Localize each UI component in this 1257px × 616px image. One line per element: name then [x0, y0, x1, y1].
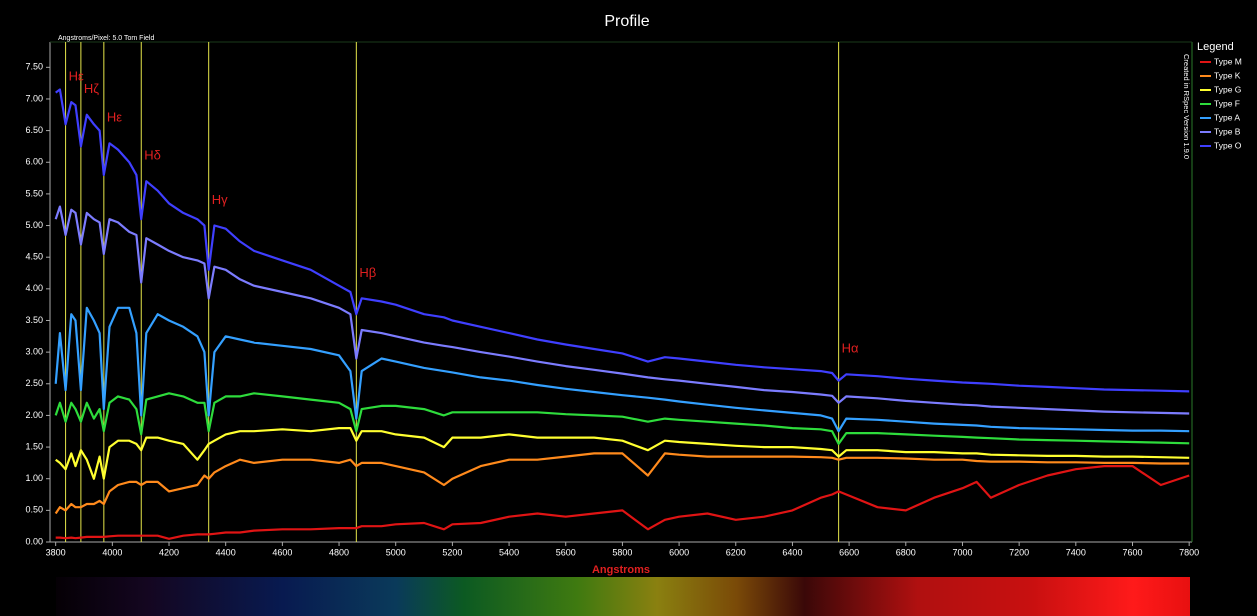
legend-label: Type M: [1214, 56, 1242, 66]
series-line: [54, 205, 1190, 415]
spectrum-strip: [56, 577, 1190, 616]
legend-label: Type B: [1214, 126, 1241, 136]
x-tick-label: 6200: [726, 547, 746, 557]
x-tick-label: 7600: [1122, 547, 1142, 557]
x-tick-label: 5800: [612, 547, 632, 557]
line-label: Hε: [69, 69, 84, 84]
x-tick-label: 7200: [1009, 547, 1029, 557]
x-tick-label: 7800: [1179, 547, 1199, 557]
x-tick-label: 4200: [159, 547, 179, 557]
y-tick-label: 2.00: [25, 410, 43, 420]
x-tick-label: 6000: [669, 547, 689, 557]
line-label: Hβ: [359, 265, 376, 280]
x-tick-label: 4400: [216, 547, 236, 557]
x-tick-label: 5400: [499, 547, 519, 557]
subtitle: Angstroms/Pixel: 5.0 Tom Field: [58, 35, 154, 42]
line-label: Hδ: [144, 148, 161, 163]
y-tick-label: 7.00: [25, 93, 43, 103]
y-tick-label: 3.00: [25, 347, 43, 357]
x-tick-label: 5200: [442, 547, 462, 557]
x-tick-label: 7400: [1066, 547, 1086, 557]
series-line: [55, 427, 1190, 480]
x-tick-label: 3800: [46, 547, 66, 557]
x-tick-label: 6400: [782, 547, 802, 557]
y-tick-label: 6.00: [25, 157, 43, 167]
line-label: Hζ: [84, 81, 99, 96]
y-tick-label: 4.00: [25, 283, 43, 293]
x-tick-label: 6600: [839, 547, 859, 557]
y-tick-label: 5.50: [25, 188, 43, 198]
chart-title: Profile: [604, 13, 649, 30]
x-tick-label: 4000: [102, 547, 122, 557]
series-line: [54, 306, 1190, 433]
side-note: Created in RSpec Version 1.9.0: [1182, 54, 1191, 159]
y-tick-label: 1.50: [25, 441, 43, 451]
series-line: [54, 392, 1190, 445]
y-tick-label: 4.50: [25, 252, 43, 262]
legend-label: Type A: [1214, 112, 1240, 122]
x-tick-label: 7000: [952, 547, 972, 557]
x-axis-label: Angstroms: [592, 564, 650, 576]
series-line: [55, 465, 1190, 540]
series-line: [54, 452, 1190, 515]
x-tick-label: 4800: [329, 547, 349, 557]
x-tick-label: 5600: [556, 547, 576, 557]
y-tick-label: 0.00: [25, 536, 43, 546]
legend-label: Type F: [1214, 98, 1240, 108]
series-line: [55, 88, 1190, 393]
x-tick-label: 4600: [272, 547, 292, 557]
y-tick-label: 1.00: [25, 473, 43, 483]
line-label: Hε: [107, 110, 122, 125]
legend-label: Type G: [1214, 84, 1241, 94]
legend-label: Type O: [1214, 140, 1242, 150]
y-tick-label: 2.50: [25, 378, 43, 388]
y-tick-label: 6.50: [25, 125, 43, 135]
legend-label: Type K: [1214, 70, 1241, 80]
y-tick-label: 0.50: [25, 505, 43, 515]
x-tick-label: 5000: [386, 547, 406, 557]
legend-title: Legend: [1197, 41, 1234, 53]
y-tick-label: 5.00: [25, 220, 43, 230]
line-label: Hγ: [212, 192, 228, 207]
y-tick-label: 3.50: [25, 315, 43, 325]
x-tick-label: 6800: [896, 547, 916, 557]
line-label: Hα: [842, 341, 859, 356]
y-tick-label: 7.50: [25, 62, 43, 72]
